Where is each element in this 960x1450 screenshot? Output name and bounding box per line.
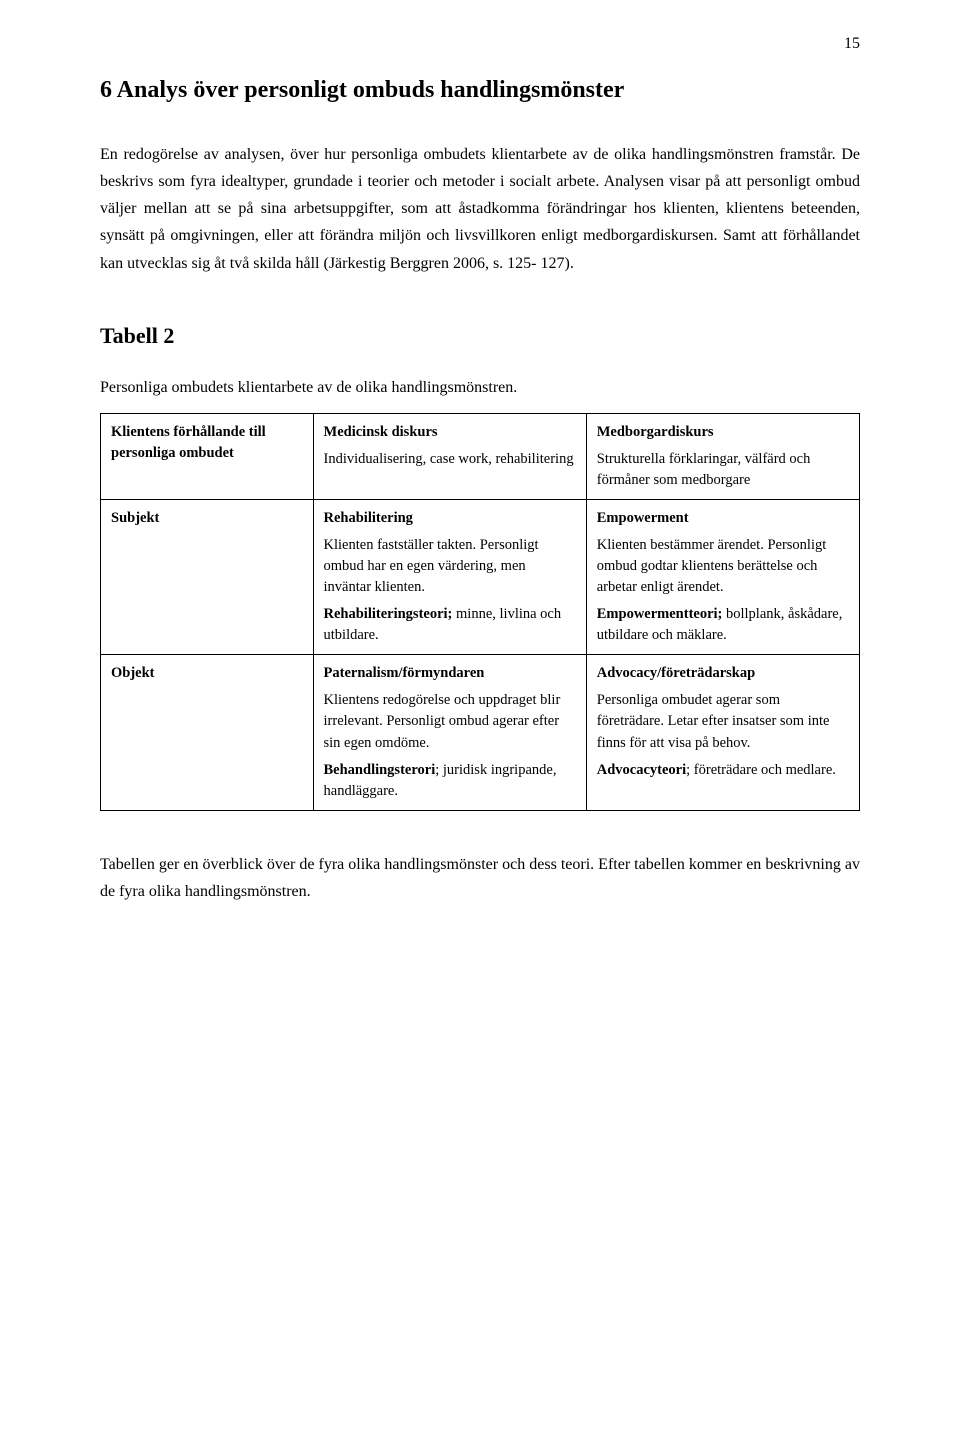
intro-paragraph: En redogörelse av analysen, över hur per… — [100, 141, 860, 277]
row1-right-sub: Strukturella förklaringar, välfärd och f… — [597, 449, 849, 491]
table-heading: Tabell 2 — [100, 317, 860, 354]
row2-mid-head: Rehabilitering — [324, 508, 576, 529]
closing-paragraph: Tabellen ger en överblick över de fyra o… — [100, 851, 860, 905]
row1-label: Klientens förhållande till personliga om… — [101, 414, 314, 500]
row3-mid-theory: Behandlingsterori; juridisk ingripande, … — [324, 760, 576, 802]
row2-right: Empowerment Klienten bestämmer ärendet. … — [586, 500, 859, 655]
row3-right-theory: Advocacyteori; företrädare och medlare. — [597, 760, 849, 781]
section-heading: 6 Analys över personligt ombuds handling… — [100, 70, 860, 111]
row3-mid-bold: Behandlingsterori — [324, 762, 436, 778]
row3-mid: Paternalism/förmyndaren Klientens redogö… — [313, 655, 586, 810]
row3-right-bold: Advocacyteori — [597, 762, 686, 778]
page-number: 15 — [844, 30, 860, 57]
row1-right-head: Medborgardiskurs — [597, 422, 849, 443]
row2-mid-sub1: Klienten fastställer takten. Personligt … — [324, 535, 576, 598]
row3-right-sub1: Personliga ombudet agerar som företrädar… — [597, 690, 849, 753]
row1-mid-head: Medicinsk diskurs — [324, 422, 576, 443]
row2-right-sub1: Klienten bestämmer ärendet. Personligt o… — [597, 535, 849, 598]
row1-right: Medborgardiskurs Strukturella förklaring… — [586, 414, 859, 500]
row3-mid-head: Paternalism/förmyndaren — [324, 663, 576, 684]
row3-label: Objekt — [101, 655, 314, 810]
row2-right-head: Empowerment — [597, 508, 849, 529]
row2-mid: Rehabilitering Klienten fastställer takt… — [313, 500, 586, 655]
row2-mid-bold: Rehabiliteringsteori; — [324, 606, 453, 622]
row3-right-after: ; företrädare och medlare. — [686, 762, 836, 778]
row2-right-bold: Empowermentteori; — [597, 606, 723, 622]
handlingsmonster-table: Klientens förhållande till personliga om… — [100, 413, 860, 810]
row1-mid-sub: Individualisering, case work, rehabilite… — [324, 449, 576, 470]
row3-mid-sub1: Klientens redogörelse och uppdraget blir… — [324, 690, 576, 753]
table-row: Subjekt Rehabilitering Klienten faststäl… — [101, 500, 860, 655]
table-row: Klientens förhållande till personliga om… — [101, 414, 860, 500]
table-row: Objekt Paternalism/förmyndaren Klientens… — [101, 655, 860, 810]
row2-right-theory: Empowermentteori; bollplank, åskådare, u… — [597, 604, 849, 646]
table-caption: Personliga ombudets klientarbete av de o… — [100, 374, 860, 401]
row3-right-head: Advocacy/företrädarskap — [597, 663, 849, 684]
row2-label: Subjekt — [101, 500, 314, 655]
row1-mid: Medicinsk diskurs Individualisering, cas… — [313, 414, 586, 500]
row2-mid-theory: Rehabiliteringsteori; minne, livlina och… — [324, 604, 576, 646]
row3-right: Advocacy/företrädarskap Personliga ombud… — [586, 655, 859, 810]
